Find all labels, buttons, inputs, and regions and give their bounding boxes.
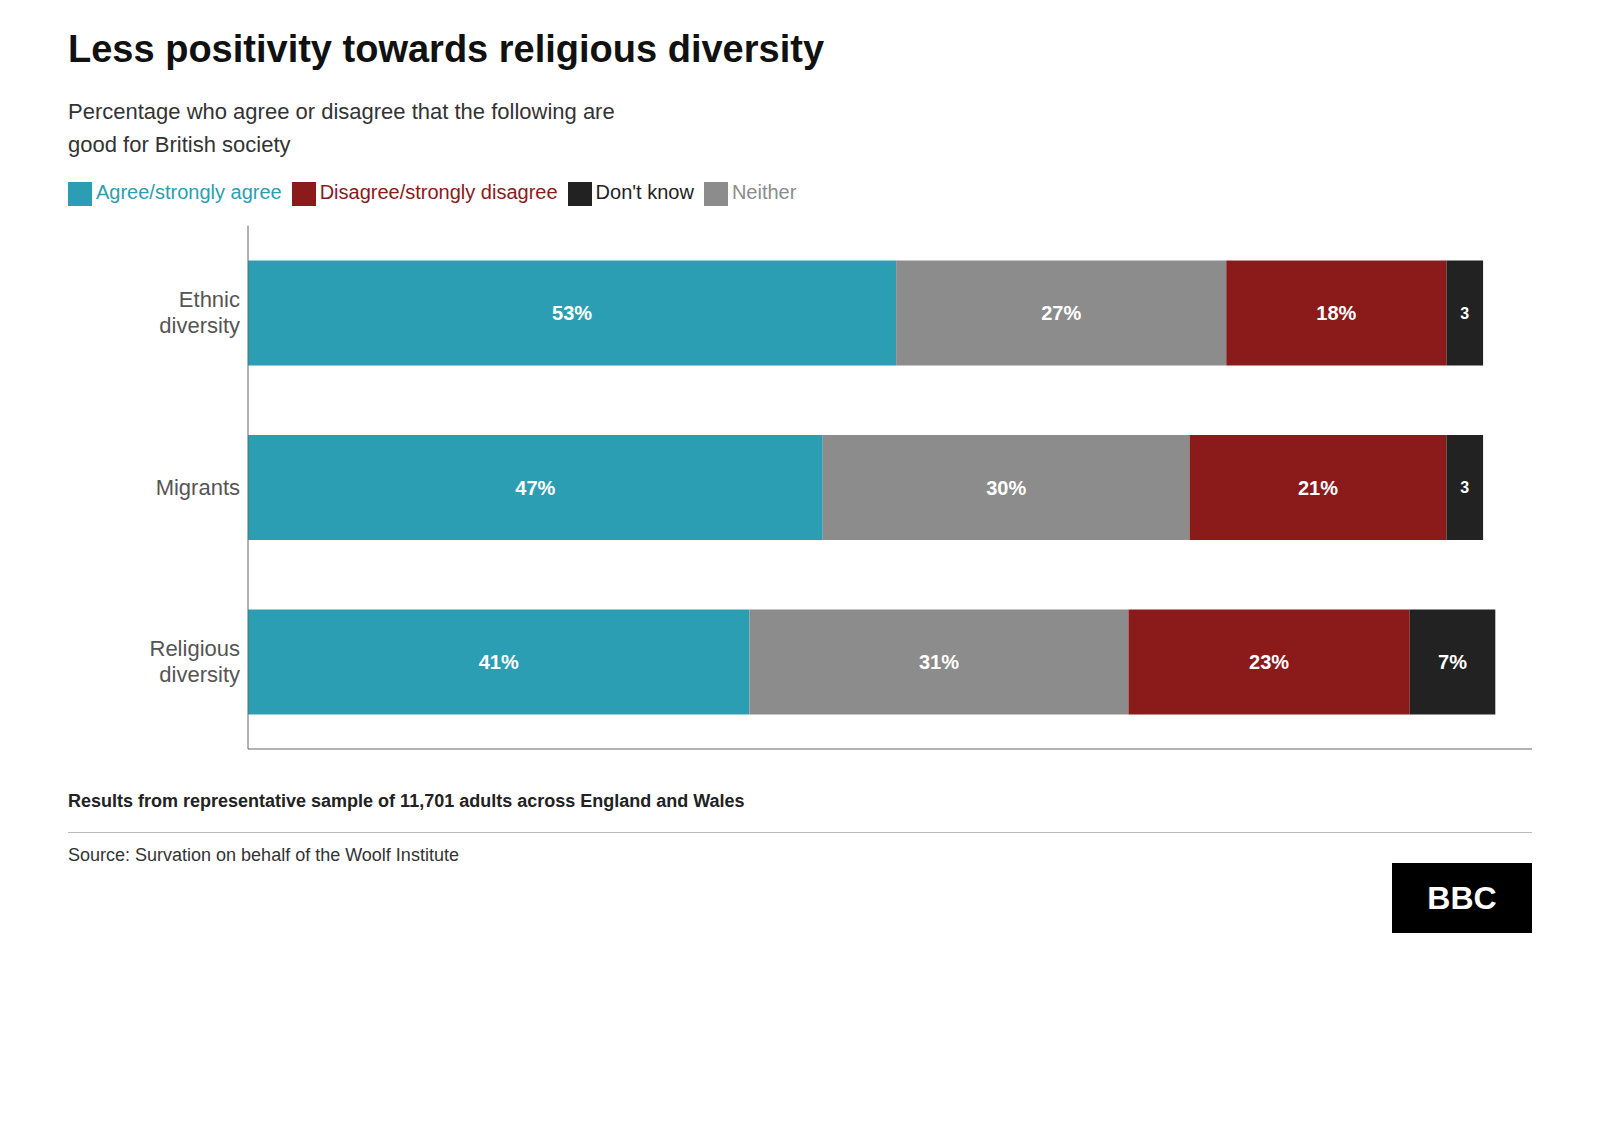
html-text:Neither: Neither [731, 181, 797, 203]
html-text:Results from representative sa: Results from representative sample of 11… [68, 791, 745, 811]
html-text:Source: Survation on behalf of: Source: Survation on behalf of the Woolf… [68, 845, 459, 865]
html-text:Less positivity towards religi: Less positivity towards religious divers… [68, 28, 824, 70]
html-text:Don't know: Don't know [595, 181, 694, 203]
svg-text:41%: 41% [479, 651, 519, 673]
svg-text:23%: 23% [1249, 651, 1289, 673]
svg-text:31%: 31% [919, 651, 959, 673]
svg-text:Religiousdiversity: Religiousdiversity [150, 636, 241, 687]
svg-text:18%: 18% [1316, 302, 1356, 324]
svg-text:47%: 47% [515, 477, 555, 499]
svg-text:30%: 30% [986, 477, 1026, 499]
svg-text:21%: 21% [1298, 477, 1338, 499]
html-text:Percentage who agree or disagr: Percentage who agree or disagree that th… [68, 99, 615, 157]
svg-text:Ethnicdiversity: Ethnicdiversity [159, 287, 240, 338]
html-text:Agree/strongly agree: Agree/strongly agree [96, 181, 282, 203]
svg-text:3: 3 [1460, 305, 1469, 322]
svg-text:27%: 27% [1041, 302, 1081, 324]
svg-text:53%: 53% [552, 302, 592, 324]
html-text:BBC: BBC [1427, 879, 1497, 916]
html-text:Disagree/strongly disagree: Disagree/strongly disagree [319, 181, 558, 203]
svg-text:Migrants: Migrants [156, 475, 240, 500]
svg-text:3: 3 [1460, 479, 1469, 496]
svg-text:7%: 7% [1438, 651, 1467, 673]
